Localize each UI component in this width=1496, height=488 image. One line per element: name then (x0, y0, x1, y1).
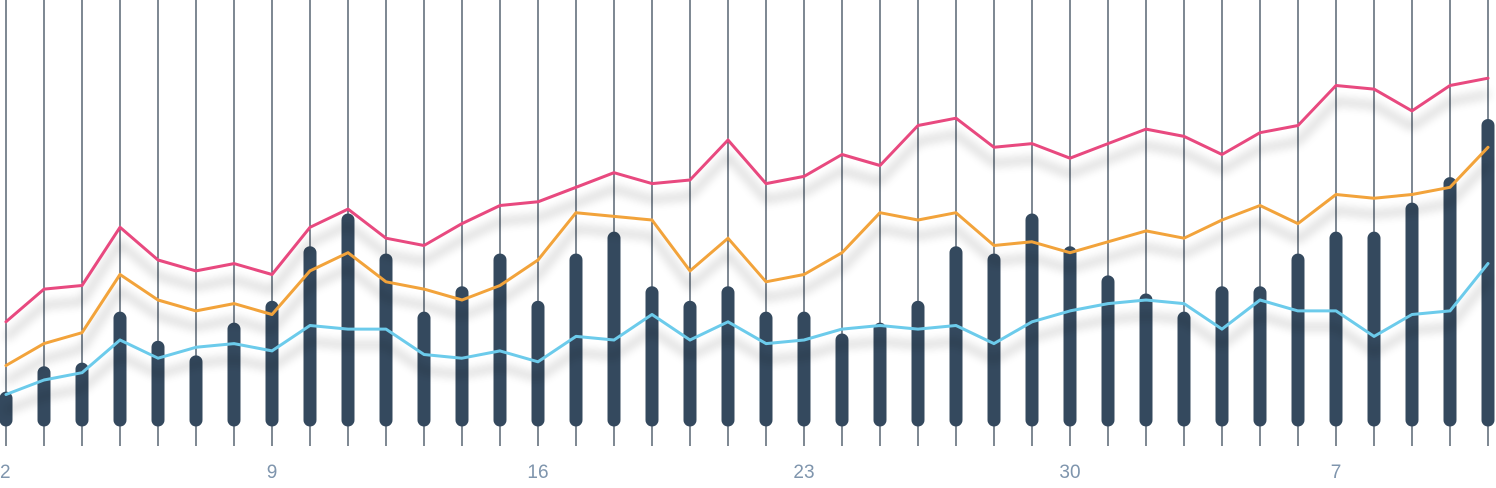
x-axis-tick-labels: 2 9 16 23 30 7 (0, 462, 1341, 483)
line-series-group (4, 76, 1490, 396)
series-line-2 (4, 145, 1490, 367)
series-line-1 (4, 262, 1490, 396)
x-tick-label: 30 (1059, 462, 1080, 483)
x-tick-label: 9 (267, 462, 278, 483)
x-tick-label: 7 (1331, 462, 1342, 483)
series-line-3 (4, 76, 1490, 324)
x-tick-label: 2 (0, 462, 11, 483)
x-tick-label: 16 (527, 462, 548, 483)
bar-series (0, 118, 1495, 427)
x-tick-label: 23 (793, 462, 814, 483)
